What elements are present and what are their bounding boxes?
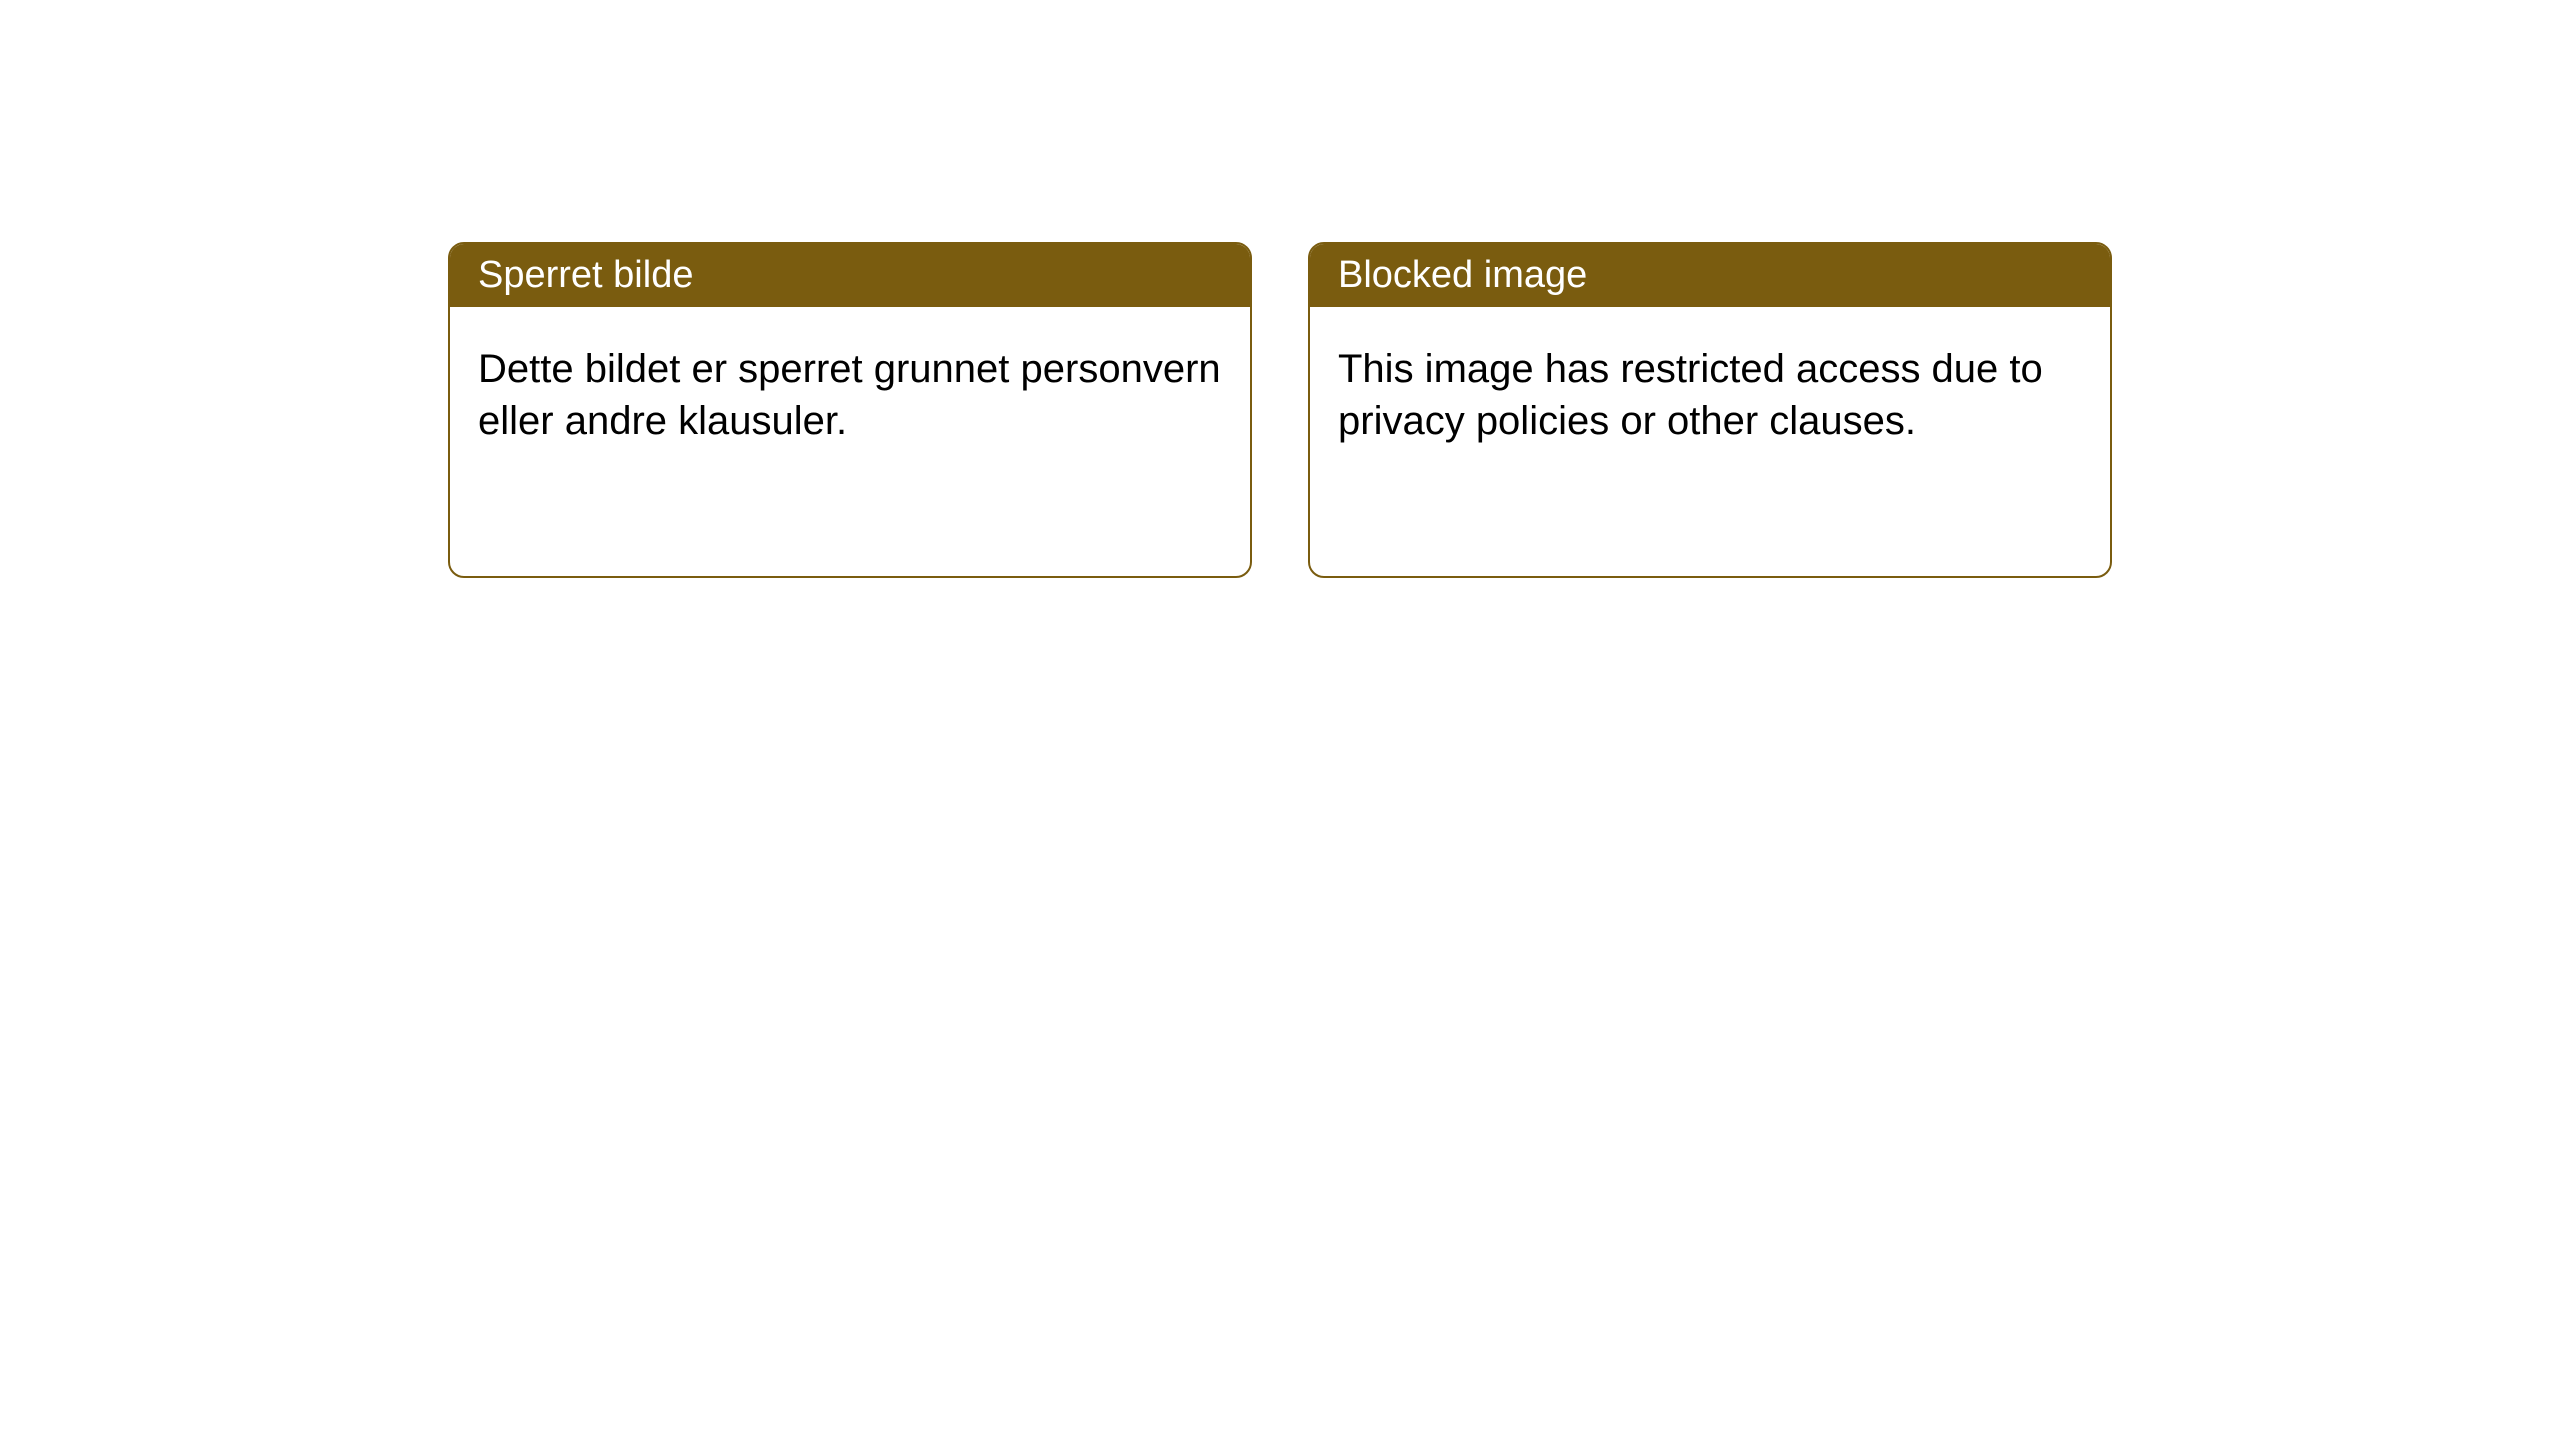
notice-body-norwegian: Dette bildet er sperret grunnet personve…	[450, 307, 1250, 483]
notice-title: Sperret bilde	[478, 254, 693, 296]
notice-body-english: This image has restricted access due to …	[1310, 307, 2110, 483]
notice-card-english: Blocked image This image has restricted …	[1308, 242, 2112, 578]
notice-message: Dette bildet er sperret grunnet personve…	[478, 347, 1221, 443]
notice-card-norwegian: Sperret bilde Dette bildet er sperret gr…	[448, 242, 1252, 578]
notice-header-norwegian: Sperret bilde	[450, 244, 1250, 307]
notice-header-english: Blocked image	[1310, 244, 2110, 307]
notice-container: Sperret bilde Dette bildet er sperret gr…	[0, 0, 2560, 578]
notice-message: This image has restricted access due to …	[1338, 347, 2043, 443]
notice-title: Blocked image	[1338, 254, 1587, 296]
